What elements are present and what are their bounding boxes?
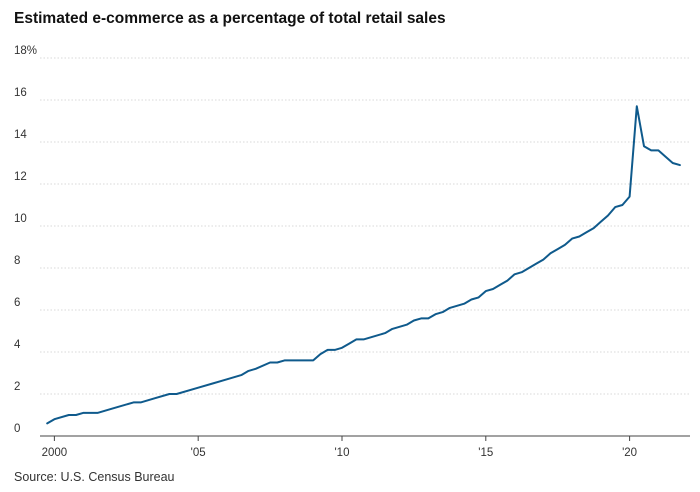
y-tick-label: 0 (14, 423, 20, 435)
y-tick-label: 16 (14, 87, 27, 99)
y-tick-label: 18% (14, 45, 37, 57)
x-tick-label: 2000 (42, 447, 68, 459)
y-tick-label: 12 (14, 171, 27, 183)
grid-layer (40, 57, 690, 437)
chart-title: Estimated e-commerce as a percentage of … (14, 10, 446, 27)
x-tick-label: '10 (334, 447, 349, 459)
x-axis-ticks: 2000 '05 '10 '15 '20 (42, 436, 637, 459)
x-tick-label: '05 (191, 447, 206, 459)
series-line-0 (46, 105, 681, 425)
y-tick-label: 14 (14, 129, 27, 141)
x-tick-label: '15 (478, 447, 493, 459)
y-tick-label: 4 (14, 339, 21, 351)
y-tick-label: 8 (14, 255, 20, 267)
y-axis-ticks: 0 2 4 6 8 10 12 14 16 18% (14, 45, 37, 435)
series-layer (46, 105, 681, 425)
y-tick-label: 6 (14, 297, 20, 309)
y-tick-label: 10 (14, 213, 27, 225)
x-tick-label: '20 (622, 447, 637, 459)
y-tick-label: 2 (14, 381, 20, 393)
source-note: Source: U.S. Census Bureau (14, 470, 175, 484)
